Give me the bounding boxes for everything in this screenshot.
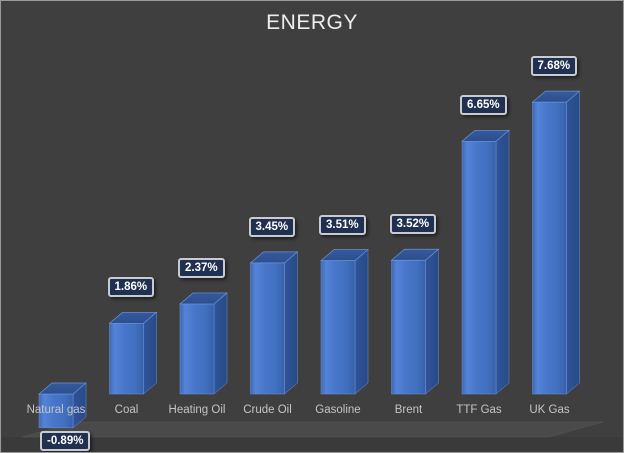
category-label-coal: Coal <box>114 404 139 416</box>
bar-front-face[interactable] <box>532 101 567 395</box>
data-label-ttf-gas: 6.65% <box>460 95 507 116</box>
data-label-brent: 3.52% <box>389 214 437 235</box>
category-label-heating-oil: Heating Oil <box>168 404 226 416</box>
bar-side-face[interactable] <box>566 90 580 395</box>
data-label-gasoline: 3.51% <box>319 214 366 235</box>
bar-front-face[interactable] <box>38 393 74 429</box>
data-label-crude-oil: 3.45% <box>248 216 296 237</box>
bar-front-face[interactable] <box>109 323 144 395</box>
category-label-brent: Brent <box>394 404 423 416</box>
bar-gasoline[interactable] <box>320 249 369 395</box>
bar-side-face[interactable] <box>495 129 510 395</box>
bar-natural-gas[interactable] <box>38 382 87 429</box>
bar-front-face[interactable] <box>391 259 426 395</box>
bar-brent[interactable] <box>390 248 440 395</box>
chart-title: ENERGY <box>266 11 358 34</box>
bar-top-face[interactable] <box>320 249 369 261</box>
bar-top-face[interactable] <box>531 90 581 103</box>
category-label-ttf-gas: TTF Gas <box>456 404 502 416</box>
bar-heating-oil[interactable] <box>179 292 228 395</box>
bar-side-face[interactable] <box>284 251 298 395</box>
bar-top-face[interactable] <box>390 248 440 261</box>
category-label-gasoline: Gasoline <box>315 404 361 416</box>
bar-front-face[interactable] <box>461 141 497 395</box>
bar-top-face[interactable] <box>461 129 510 142</box>
chart-floor <box>21 421 604 438</box>
bar-top-face[interactable] <box>108 311 158 324</box>
bar-crude-oil[interactable] <box>249 251 299 395</box>
bar-side-face[interactable] <box>213 292 228 395</box>
data-label-natural-gas: -0.89% <box>40 430 91 451</box>
category-label-uk-gas: UK Gas <box>529 404 570 416</box>
category-label-natural-gas: Natural gas <box>26 404 86 416</box>
area-below-floor <box>2 437 623 452</box>
bar-front-face[interactable] <box>250 262 285 395</box>
bar-ttf-gas[interactable] <box>461 129 510 395</box>
bar-front-face[interactable] <box>320 260 356 395</box>
bar-side-face[interactable] <box>143 311 157 395</box>
bar-side-face[interactable] <box>425 248 439 395</box>
bar-top-face[interactable] <box>38 382 87 395</box>
bar-coal[interactable] <box>108 311 158 395</box>
bar-top-face[interactable] <box>179 292 228 305</box>
bar-uk-gas[interactable] <box>531 90 581 395</box>
bar-top-face[interactable] <box>249 251 299 264</box>
data-label-heating-oil: 2.37% <box>178 257 225 278</box>
data-label-coal: 1.86% <box>107 277 155 298</box>
data-label-uk-gas: 7.68% <box>530 56 578 77</box>
category-label-crude-oil: Crude Oil <box>243 404 292 416</box>
bar-side-face[interactable] <box>354 249 369 395</box>
bar-front-face[interactable] <box>179 303 215 395</box>
